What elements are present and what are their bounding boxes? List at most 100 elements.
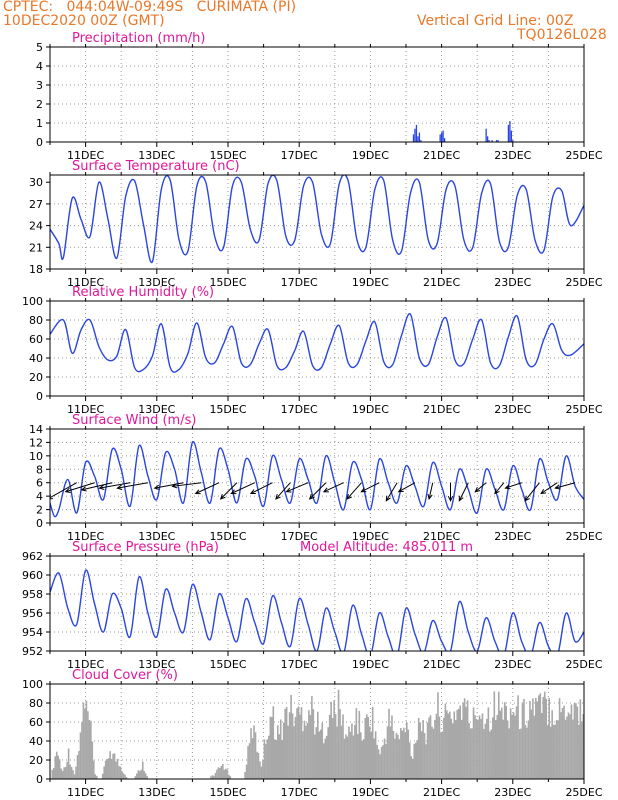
wind-arrowhead [171,483,178,489]
temperature-ytick-label: 27 [29,198,43,211]
cloud-cover-bar [139,771,141,779]
grid-line-note: Vertical Grid Line: 00Z [417,13,574,29]
wind-xtick-label: 17DEC [281,530,318,543]
temperature-frame [49,174,585,270]
cloud-cover-bar [324,738,327,779]
precipitation-xtick-label: 11DEC [67,149,104,162]
wind-xtick-label: 23DEC [494,530,531,543]
wind-arrowhead [447,495,454,502]
cloud-cover-bar [411,758,414,779]
temperature-xtick-label: 15DEC [209,276,246,289]
pressure-xtick-label: 13DEC [138,658,175,671]
cloud-cover-bar [429,715,432,779]
cloud-cover-bar [63,767,65,779]
cloud-cover-xtick-label: 21DEC [423,786,460,799]
cloud-cover-xtick-label: 13DEC [138,786,175,799]
cloud-cover-bar [143,771,146,779]
cloud-cover-bar [383,738,386,779]
wind-vector [524,482,540,502]
wind-arrowhead [308,494,315,500]
cloud-cover-bar [468,723,470,779]
wind-arrowhead [249,489,256,495]
cloud-cover-bar [573,703,576,779]
cloud-cover-bar [340,725,343,779]
cloud-cover-bar [346,736,349,779]
wind-arrowhead [219,494,226,500]
cloud-cover-bar [450,718,453,779]
cloud-cover-bar [262,760,264,779]
cloud-cover-bar [271,717,273,779]
cloud-cover-bar [524,724,527,779]
cloud-cover-xtick-label: 17DEC [281,786,318,799]
precipitation-ytick-label: 1 [36,117,43,130]
cloud-cover-bar [269,716,272,779]
cloud-cover-bar [576,706,579,779]
cloud-cover-bar [225,768,227,779]
pressure-xtick-label: 23DEC [494,658,531,671]
cloud-cover-bar [404,732,407,779]
cloud-cover-bar [453,711,456,779]
cloud-cover-bar [330,701,332,779]
pressure-ytick-label: 958 [22,588,43,601]
cloud-cover-bar [355,708,358,779]
cloud-cover-bar [414,742,417,779]
cloud-cover-bar [572,719,574,779]
cloud-cover-bar [79,732,82,779]
temperature-panel: 18 21 24 27 30 11DEC 13DEC 15DEC 17DEC 19DEC 21DEC… [29,159,603,289]
cloud-cover-bar [376,744,378,779]
pressure-subtitle: Model Altitude: 485.011 m [300,540,473,555]
cloud-cover-bar [511,714,513,779]
cloud-cover-bar [520,728,522,779]
cloud-cover-bar [297,706,300,779]
cloud-cover-bar [75,766,77,779]
cloud-cover-bar [266,739,269,779]
cloud-cover-bar [459,705,461,779]
temperature-xtick-label: 23DEC [494,276,531,289]
cloud-cover-panel: 0 20 40 60 80 100 11DEC 13DEC 15DEC 17DEC 19DEC 21D… [22,668,603,799]
precipitation-xtick-label: 21DEC [423,149,460,162]
cloud-cover-bar [581,721,583,779]
cloud-cover-ytick-label: 20 [29,754,43,767]
cloud-cover-bar [84,708,86,779]
cloud-cover-bar [457,708,460,779]
cloud-cover-bar [386,726,389,779]
cloud-cover-bar [54,756,57,779]
cloud-cover-bar [373,738,375,779]
cloud-cover-bar [481,713,484,779]
cloud-cover-bar [527,720,530,779]
cloud-cover-bar [360,732,362,779]
wind-xtick-label: 11DEC [67,530,104,543]
cloud-cover-bar [538,695,540,779]
cloud-cover-bar [370,731,372,779]
precipitation-bar [495,140,498,142]
humidity-xtick-label: 17DEC [281,403,318,416]
cloud-cover-bar [434,719,436,779]
cloud-cover-bar [256,751,258,779]
cloud-cover-bar [564,719,567,779]
humidity-xtick-label: 15DEC [209,403,246,416]
wind-vector [286,482,309,493]
cloud-cover-bar [549,726,552,779]
pressure-xtick-label: 11DEC [67,658,104,671]
cloud-cover-bar [118,766,120,779]
cloud-cover-bar [454,720,457,779]
run-datetime: 10DEC2020 00Z (GMT) [3,13,165,29]
cloud-cover-bar [348,726,350,779]
cloud-cover-bar [90,720,92,779]
cloud-cover-bar [351,723,353,779]
cloud-cover-bar [112,753,114,779]
cloud-cover-bar [503,702,506,779]
cloud-cover-bar [555,719,558,779]
precipitation-bar [414,128,416,142]
cloud-cover-bar [229,776,232,779]
wind-ytick-label: 0 [36,517,43,530]
cloud-cover-bar [512,712,515,779]
cloud-cover-bar [319,729,322,779]
precipitation-bar [491,140,493,142]
wind-arrowhead [64,487,71,493]
wind-arrowhead [427,493,433,501]
wind-arrowhead [275,493,281,500]
cloud-cover-bar [471,728,473,779]
cloud-cover-bar [365,714,368,779]
cloud-cover-bar [72,770,74,779]
